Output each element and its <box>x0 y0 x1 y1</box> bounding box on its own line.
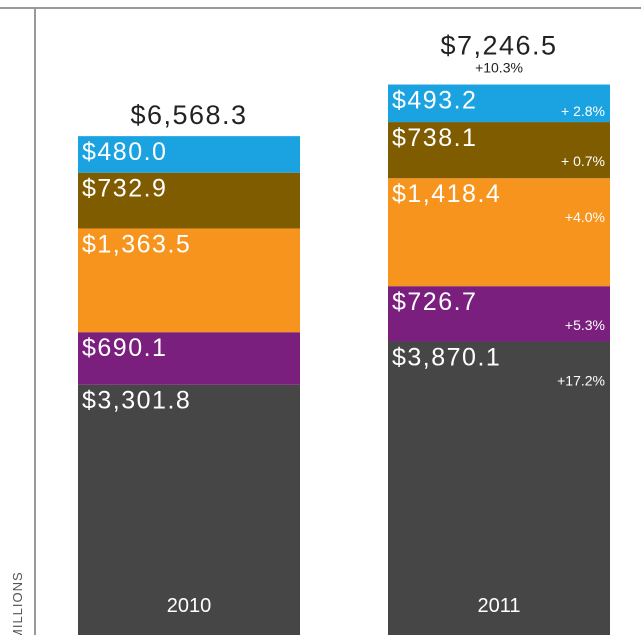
value-label: $732.9 <box>82 175 167 203</box>
category-label: 2010 <box>167 595 212 617</box>
total-change-label: +10.3% <box>475 60 523 76</box>
value-label: $1,418.4 <box>392 180 501 208</box>
value-label: $3,301.8 <box>82 387 191 415</box>
value-label: $1,363.5 <box>82 230 191 258</box>
bar-segment <box>388 84 610 123</box>
change-label: +4.0% <box>565 209 605 225</box>
value-label: $738.1 <box>392 124 477 152</box>
total-label: $7,246.5 <box>440 31 557 61</box>
change-label: + 0.7% <box>561 153 605 169</box>
bar-segment <box>78 384 300 635</box>
value-label: $493.2 <box>392 87 477 115</box>
total-label: $6,568.3 <box>130 100 247 130</box>
bar-segment <box>388 178 610 287</box>
value-label: $690.1 <box>82 334 167 362</box>
bar-segment <box>78 136 300 173</box>
value-label: $3,870.1 <box>392 343 501 371</box>
change-label: +5.3% <box>565 317 605 333</box>
value-label: $726.7 <box>392 288 477 316</box>
change-label: + 2.8% <box>561 103 605 119</box>
bar-segment <box>78 228 300 333</box>
value-label: $480.0 <box>82 138 167 166</box>
bar-segment <box>78 172 300 229</box>
category-label: 2011 <box>477 595 520 617</box>
change-label: +17.2% <box>557 372 605 388</box>
bar-segment <box>78 332 300 385</box>
axis-label: MILLIONS <box>10 571 25 635</box>
bar-segment <box>388 286 610 342</box>
bar-segment <box>388 341 610 635</box>
bar-segment <box>388 122 610 179</box>
